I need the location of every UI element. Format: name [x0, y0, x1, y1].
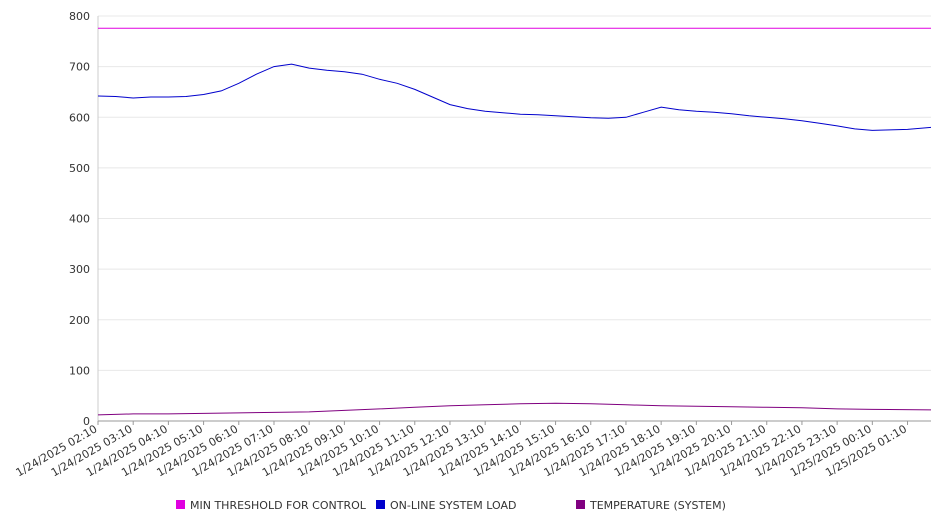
- series-line-1: [97, 63, 932, 131]
- y-tick-label: 700: [69, 61, 90, 74]
- y-tick-label: 600: [69, 111, 90, 124]
- gridlines: [98, 15, 931, 422]
- series-lines: [97, 27, 932, 416]
- y-tick-label: 500: [69, 162, 90, 175]
- y-tick-label: 0: [83, 415, 90, 428]
- x-axis: 1/24/2025 02:101/24/2025 03:101/24/2025 …: [14, 420, 931, 479]
- legend: MIN THRESHOLD FOR CONTROL ON-LINE SYSTEM …: [176, 499, 726, 512]
- y-tick-label: 200: [69, 314, 90, 327]
- legend-swatch: [576, 500, 585, 509]
- y-tick-label: 800: [69, 10, 90, 23]
- y-axis: 0 100 200 300 400 500 600 700 800: [69, 10, 99, 428]
- legend-label: ON-LINE SYSTEM LOAD: [390, 499, 516, 512]
- legend-swatch: [176, 500, 185, 509]
- legend-swatch: [376, 500, 385, 509]
- series-line-2: [97, 402, 932, 416]
- y-tick-label: 300: [69, 263, 90, 276]
- y-tick-label: 400: [69, 213, 90, 226]
- legend-label: TEMPERATURE (SYSTEM): [589, 499, 726, 512]
- legend-label: MIN THRESHOLD FOR CONTROL: [190, 499, 367, 512]
- y-tick-label: 100: [69, 364, 90, 377]
